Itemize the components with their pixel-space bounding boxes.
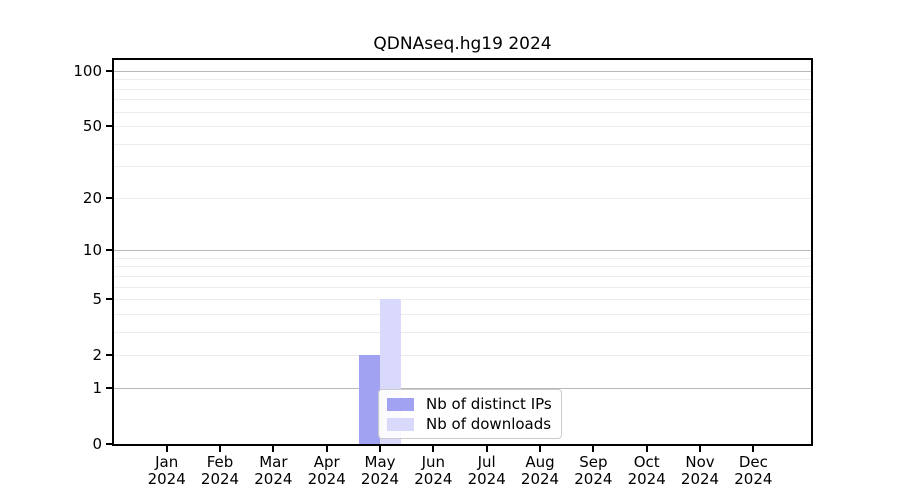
y-tick bbox=[106, 70, 112, 72]
minor-gridline bbox=[114, 126, 811, 128]
x-label-year: 2024 bbox=[627, 470, 666, 488]
x-label-year: 2024 bbox=[414, 470, 453, 488]
y-tick-label: 2 bbox=[92, 346, 102, 365]
legend-label: Nb of downloads bbox=[426, 415, 552, 433]
minor-gridline bbox=[114, 275, 811, 277]
x-label-year: 2024 bbox=[254, 470, 293, 488]
major-gridline bbox=[114, 250, 811, 252]
minor-gridline bbox=[114, 99, 811, 101]
x-label-year: 2024 bbox=[574, 470, 613, 488]
minor-gridline bbox=[114, 257, 811, 259]
x-tick-label: Jun 2024 bbox=[396, 454, 470, 488]
x-tick-label: Dec 2024 bbox=[716, 454, 790, 488]
x-label-month: May bbox=[364, 453, 396, 471]
x-label-month: Apr bbox=[313, 453, 340, 471]
x-tick-label: Nov 2024 bbox=[663, 454, 737, 488]
legend-swatch bbox=[387, 397, 414, 411]
y-tick bbox=[106, 249, 112, 252]
x-label-month: Sep bbox=[579, 453, 608, 471]
x-tick bbox=[219, 446, 222, 452]
minor-gridline bbox=[114, 197, 811, 199]
y-tick bbox=[106, 125, 112, 128]
x-tick bbox=[379, 446, 382, 452]
y-tick-label: 50 bbox=[82, 117, 102, 136]
minor-gridline bbox=[114, 111, 811, 113]
y-axis-layer: 0 1 2 5 10 20 50 100 bbox=[73, 60, 811, 453]
y-tick-label: 100 bbox=[73, 62, 102, 80]
y-tick bbox=[106, 196, 112, 199]
x-axis-layer: Jan 2024 Feb 2024 Mar 2024 Apr 2024 May 2024 Jun 20… bbox=[114, 60, 811, 488]
y-tick bbox=[106, 386, 112, 389]
x-tick-label: Sep 2024 bbox=[556, 454, 630, 488]
x-label-month: Nov bbox=[685, 453, 715, 471]
y-tick-label: 0 bbox=[92, 435, 102, 453]
minor-gridline bbox=[114, 166, 811, 168]
minor-gridline bbox=[114, 331, 811, 333]
x-label-month: Aug bbox=[525, 453, 555, 471]
y-tick-label: 1 bbox=[92, 378, 102, 397]
x-tick bbox=[539, 446, 541, 452]
x-tick bbox=[752, 446, 755, 452]
x-tick-label: Aug 2024 bbox=[503, 454, 577, 488]
x-label-month: Dec bbox=[738, 453, 768, 471]
minor-gridline bbox=[114, 299, 811, 301]
x-tick-label: Mar 2024 bbox=[236, 454, 310, 488]
x-label-year: 2024 bbox=[147, 470, 186, 488]
plot-area: Jan 2024 Feb 2024 Mar 2024 Apr 2024 May 2024 Jun 20… bbox=[73, 60, 811, 488]
x-tick-label: Jan 2024 bbox=[130, 454, 204, 488]
legend-row: Nb of distinct IPs bbox=[387, 395, 552, 413]
x-label-month: Jun bbox=[421, 453, 446, 471]
chart-title: QDNAseq.hg19 2024 bbox=[373, 34, 552, 54]
x-label-year: 2024 bbox=[467, 470, 506, 488]
x-tick bbox=[325, 446, 328, 452]
x-tick bbox=[592, 446, 595, 452]
x-label-month: Feb bbox=[206, 453, 234, 471]
x-tick bbox=[165, 446, 168, 452]
y-tick-label: 10 bbox=[82, 241, 102, 260]
legend-swatch bbox=[387, 417, 414, 431]
minor-gridline bbox=[114, 313, 811, 315]
x-tick bbox=[699, 446, 701, 452]
legend: Nb of distinct IPs Nb of downloads bbox=[378, 389, 562, 439]
x-tick bbox=[432, 446, 435, 452]
y-tick bbox=[106, 443, 112, 445]
minor-gridline bbox=[114, 355, 811, 357]
minor-gridline bbox=[114, 143, 811, 145]
x-tick bbox=[272, 446, 275, 452]
minor-gridline bbox=[114, 79, 811, 81]
x-tick-label: Feb 2024 bbox=[183, 454, 257, 488]
x-tick bbox=[485, 446, 488, 452]
gridlines-layer bbox=[114, 60, 811, 444]
x-label-year: 2024 bbox=[734, 470, 773, 488]
y-tick-label: 5 bbox=[92, 290, 102, 309]
x-tick-label: Oct 2024 bbox=[610, 454, 684, 488]
minor-gridline bbox=[114, 88, 811, 90]
x-label-year: 2024 bbox=[200, 470, 240, 488]
minor-gridline bbox=[114, 266, 811, 268]
x-label-year: 2024 bbox=[520, 470, 560, 488]
major-gridline bbox=[114, 71, 811, 72]
bar bbox=[358, 355, 381, 444]
x-tick bbox=[645, 446, 648, 452]
y-tick-label: 20 bbox=[82, 188, 102, 207]
major-gridline bbox=[114, 387, 811, 389]
x-tick-label: Jul 2024 bbox=[450, 454, 524, 488]
x-label-month: Jul bbox=[477, 453, 496, 471]
x-label-year: 2024 bbox=[307, 470, 346, 488]
x-label-month: Mar bbox=[259, 453, 288, 471]
x-tick-label: May 2024 bbox=[343, 454, 417, 488]
x-label-month: Oct bbox=[633, 453, 660, 471]
y-tick bbox=[106, 354, 112, 357]
x-label-month: Jan bbox=[155, 453, 179, 471]
legend-label: Nb of distinct IPs bbox=[426, 395, 552, 413]
legend-row: Nb of downloads bbox=[387, 415, 552, 433]
y-tick bbox=[106, 298, 112, 301]
minor-gridline bbox=[114, 286, 811, 288]
x-label-year: 2024 bbox=[680, 470, 720, 488]
x-label-year: 2024 bbox=[360, 470, 400, 488]
x-tick-label: Apr 2024 bbox=[290, 454, 364, 488]
